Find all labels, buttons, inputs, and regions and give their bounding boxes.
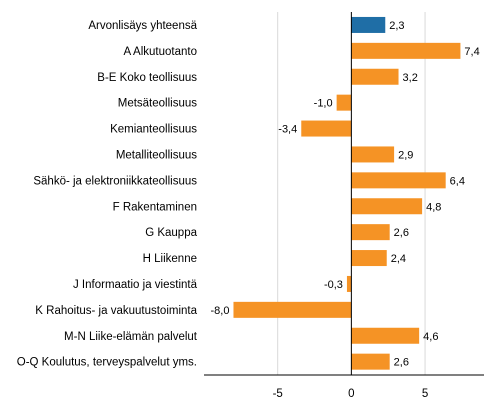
bar [336, 94, 352, 111]
bar [351, 42, 461, 59]
value-label: 6,4 [450, 175, 465, 187]
value-label: 2,4 [391, 253, 406, 265]
bar [351, 198, 423, 215]
category-label: H Liikenne [143, 253, 197, 265]
value-label: 2,6 [394, 357, 409, 369]
bar [346, 275, 352, 292]
x-tick-label: 5 [422, 388, 428, 400]
bar [351, 68, 399, 85]
category-label: Sähkö- ja elektroniikkateollisuus [33, 175, 197, 187]
value-label: -1,0 [314, 98, 333, 110]
value-label: -8,0 [211, 305, 230, 317]
category-label: K Rahoitus- ja vakuutustoiminta [35, 305, 197, 317]
category-label: J Informaatio ja viestintä [73, 279, 198, 291]
category-label: O-Q Koulutus, terveyspalvelut yms. [17, 357, 197, 369]
category-label: Kemianteollisuus [110, 124, 197, 136]
category-label: A Alkutuotanto [123, 46, 197, 58]
bar [351, 327, 420, 344]
value-label: 2,6 [394, 227, 409, 239]
value-label: 2,3 [389, 20, 404, 32]
bars [233, 16, 461, 370]
category-label: Arvonlisäys yhteensä [88, 20, 197, 32]
category-label: G Kauppa [145, 227, 197, 239]
category-label: Metalliteollisuus [116, 149, 197, 161]
category-label: F Rakentaminen [113, 201, 197, 213]
axes [204, 12, 484, 376]
labels: Arvonlisäys yhteensä 2,3 A Alkutuotanto 7,4… [17, 20, 480, 400]
value-label: 2,9 [398, 149, 413, 161]
bar [351, 224, 390, 241]
value-label: 7,4 [464, 46, 479, 58]
bar [233, 301, 352, 318]
x-tick-label: 0 [348, 388, 354, 400]
value-label: 4,6 [423, 331, 438, 343]
value-label: -0,3 [324, 279, 343, 291]
category-label: M-N Liike-elämän palvelut [64, 331, 198, 343]
category-label: Metsäteollisuus [118, 98, 198, 110]
bar [351, 353, 390, 370]
bar [351, 250, 387, 267]
x-tick-label: -5 [273, 388, 283, 400]
bar [351, 172, 446, 189]
bar [351, 146, 395, 163]
bar [301, 120, 352, 137]
bar [351, 16, 386, 33]
value-label: -3,4 [278, 124, 297, 136]
category-label: B-E Koko teollisuus [97, 72, 197, 84]
value-label: 4,8 [426, 201, 441, 213]
value-label: 3,2 [403, 72, 418, 84]
